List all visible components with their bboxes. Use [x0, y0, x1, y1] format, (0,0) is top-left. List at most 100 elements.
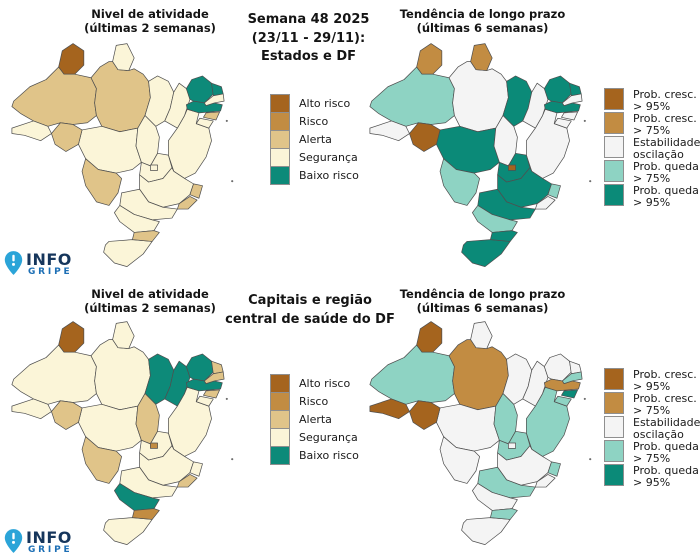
legend-item: Prob. cresc. > 75%	[604, 392, 700, 416]
map3-title-line2: (últimas 2 semanas)	[84, 301, 216, 315]
legend-label: Segurança	[299, 430, 358, 444]
state-MS	[81, 436, 122, 484]
legend-activity-row2: Alto risco Risco Alerta Segurança Baixo …	[270, 374, 359, 465]
legend-swatch-cresc75	[604, 112, 624, 134]
legend-label: oscilação	[633, 427, 684, 441]
state-SE	[553, 395, 572, 407]
state-PI	[164, 82, 191, 129]
legend-swatch-queda95	[604, 464, 624, 486]
legend-item: Segurança	[270, 428, 359, 447]
logo-text-info: INFO	[26, 250, 72, 269]
offshore-island-dot	[231, 180, 234, 183]
state-ES	[189, 461, 203, 477]
state-AL	[203, 111, 220, 121]
state-PE	[185, 100, 223, 114]
state-RR	[58, 43, 85, 75]
legend-item: Prob. cresc. > 95%	[604, 368, 700, 392]
legend-label: Prob. cresc.	[633, 368, 697, 381]
capitais-label-line1: Capitais e região	[248, 293, 372, 308]
state-RS	[103, 517, 153, 545]
state-RO	[51, 122, 83, 152]
state-AL	[561, 389, 578, 399]
state-MT	[78, 125, 142, 174]
offshore-island-dot	[583, 397, 586, 401]
week-period: (23/11 - 29/11):	[251, 30, 366, 46]
legend-label: Prob. queda	[633, 184, 699, 197]
brazil-map	[369, 43, 592, 267]
state-PE	[543, 378, 581, 392]
state-AP	[112, 43, 135, 71]
legend-label: Baixo risco	[299, 448, 359, 462]
legend-swatch-cresc95	[604, 368, 624, 390]
state-RS	[461, 517, 511, 545]
state-AP	[470, 321, 493, 349]
state-AC	[11, 398, 52, 420]
legend-item: Prob. queda > 95%	[604, 184, 700, 208]
legend-swatch-queda75	[604, 160, 624, 182]
state-PB	[561, 93, 583, 107]
state-PI	[522, 82, 549, 129]
map4-title: Tendência de longo prazo (últimas 6 sema…	[375, 287, 590, 315]
state-PE	[543, 100, 581, 114]
legend-swatch-baixo-risco	[270, 446, 290, 465]
map4-title-line1: Tendência de longo prazo	[399, 287, 566, 301]
legend-swatch-queda95	[604, 184, 624, 206]
legend-label: Prob. queda	[633, 160, 699, 173]
state-AL	[561, 111, 578, 121]
legend-label: Prob. cresc.	[633, 392, 697, 405]
map3-title-line1: Nivel de atividade	[91, 287, 209, 301]
legend-label: Prob. queda	[633, 464, 699, 477]
state-RN	[211, 82, 224, 97]
legend-swatch-baixo-risco	[270, 166, 290, 185]
legend-item: Risco	[270, 112, 359, 131]
capitais-label-line2: central de saúde do DF	[225, 311, 395, 327]
state-SC	[490, 508, 518, 520]
legend-label: > 75%	[633, 171, 671, 185]
logo-text-gripe: GRIPE	[28, 545, 73, 555]
state-PI	[522, 360, 549, 407]
state-AM	[369, 66, 455, 127]
state-AL	[203, 389, 220, 399]
state-AP	[112, 321, 135, 349]
legend-item: Estabilidade./oscilação	[604, 136, 700, 160]
legend-label: Baixo risco	[299, 168, 359, 182]
state-DF	[150, 164, 158, 171]
state-MT	[436, 403, 500, 452]
offshore-island-dot	[225, 397, 228, 401]
legend-label: > 75%	[633, 123, 671, 137]
state-PI	[164, 360, 191, 407]
legend-label: Segurança	[299, 150, 358, 164]
legend-item: Prob. queda > 95%	[604, 464, 700, 488]
legend-swatch-cresc75	[604, 392, 624, 414]
state-RR	[58, 321, 85, 353]
offshore-island-dot	[646, 376, 648, 378]
state-RS	[461, 239, 511, 267]
map1-title: Nivel de atividade (últimas 2 semanas)	[30, 7, 270, 35]
legend-swatch-seguranca	[270, 148, 290, 167]
state-AP	[470, 43, 493, 71]
state-AC	[11, 120, 52, 142]
legend-label: Alerta	[299, 412, 332, 426]
state-ES	[189, 183, 203, 199]
legend-label: > 95%	[633, 99, 671, 113]
offshore-island-dot	[231, 458, 234, 461]
state-DF	[150, 442, 158, 449]
legend-label: Estabilidade./	[633, 136, 700, 149]
legend-item: Baixo risco	[270, 166, 359, 185]
state-PB	[203, 93, 225, 107]
offshore-island-dot	[225, 119, 228, 123]
legend-item: Prob. queda > 75%	[604, 160, 700, 184]
state-RO	[409, 122, 441, 152]
state-AC	[369, 120, 410, 142]
state-PB	[561, 371, 583, 385]
brazil-map	[11, 321, 234, 545]
legend-item: Risco	[270, 392, 359, 411]
legend-swatch-alto-risco	[270, 94, 290, 113]
legend-trend-row1: Prob. cresc. > 95% Prob. cresc. > 75% Esta…	[604, 88, 700, 208]
state-RR	[416, 321, 443, 353]
legend-swatch-estabilidade	[604, 416, 624, 438]
state-MS	[439, 158, 480, 206]
state-RR	[416, 43, 443, 75]
center-heading-bottom: Capitais e região central de saúde do DF	[222, 292, 398, 329]
offshore-island-dot	[589, 180, 592, 183]
